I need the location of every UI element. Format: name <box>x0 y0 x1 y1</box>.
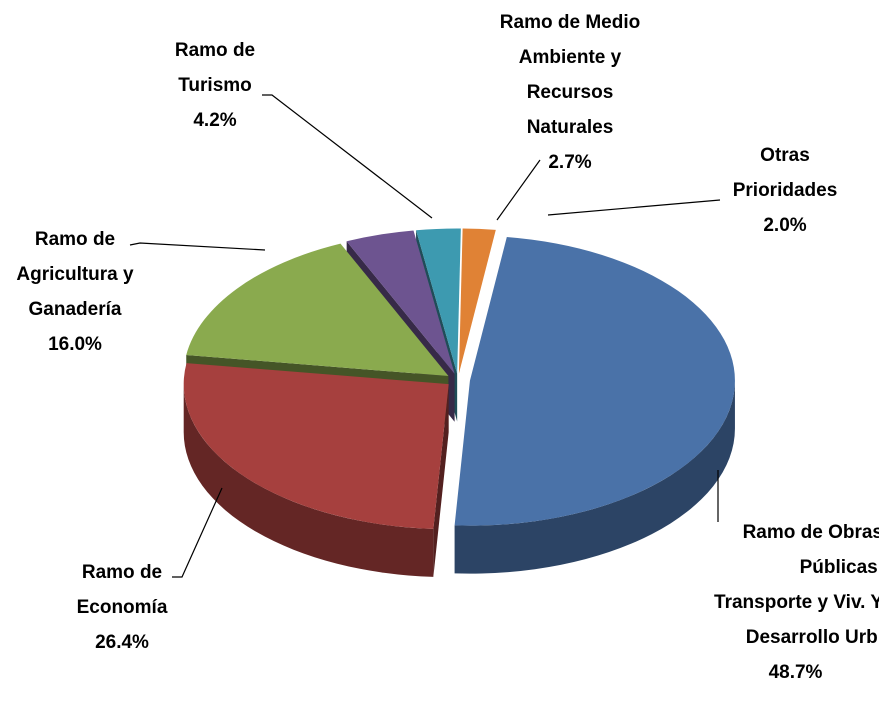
category-label: Ramo de Agricultura y Ganadería <box>16 229 134 320</box>
slice-label: Ramo de Economía 26.4% <box>62 555 182 660</box>
slice-side <box>183 384 434 577</box>
slice-label: Ramo de Agricultura y Ganadería 16.0% <box>5 222 145 362</box>
value-label: 48.7% <box>768 662 823 683</box>
leader-line <box>172 487 223 578</box>
slice <box>186 243 449 377</box>
slice <box>416 228 461 374</box>
slice <box>454 237 735 526</box>
leader-line <box>547 199 721 216</box>
slice-label: Otras Prioridades 2.0% <box>720 138 850 243</box>
category-label: Ramo de Economía <box>76 562 168 618</box>
value-label: 2.7% <box>548 152 592 173</box>
leader-line <box>496 159 541 221</box>
slice-cut <box>433 384 449 577</box>
leader-line <box>262 94 433 219</box>
category-label: Otras Prioridades <box>732 145 838 201</box>
value-label: 2.0% <box>763 215 807 236</box>
value-label: 4.2% <box>193 110 237 131</box>
value-label: 16.0% <box>48 334 102 355</box>
slice <box>458 228 496 374</box>
slice-label: Ramo de Obras Públicas, Transporte y Viv… <box>708 515 879 690</box>
slice-label: Ramo de Turismo 4.2% <box>155 33 275 138</box>
slice-label: Ramo de Medio Ambiente y Recursos Natura… <box>495 5 645 180</box>
category-label: Ramo de Turismo <box>174 40 256 96</box>
slice <box>346 230 455 374</box>
value-label: 26.4% <box>95 632 149 653</box>
category-label: Ramo de Medio Ambiente y Recursos Natura… <box>499 12 641 138</box>
slice-side <box>454 380 735 574</box>
category-label: Ramo de Obras Públicas, Transporte y Viv… <box>714 522 879 648</box>
leader-line <box>129 242 266 251</box>
slice <box>183 363 449 529</box>
